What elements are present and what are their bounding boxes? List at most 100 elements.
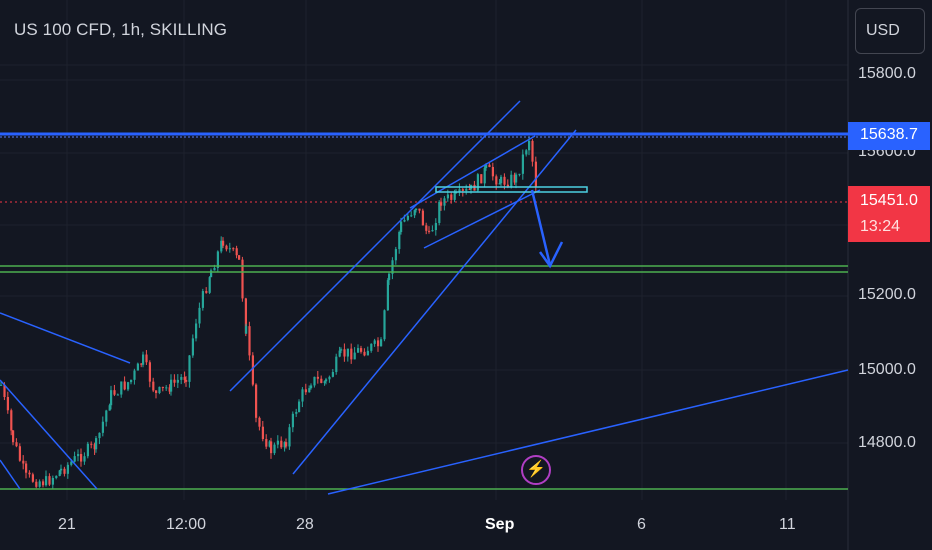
candle-body	[222, 240, 225, 246]
candle-body	[51, 478, 54, 485]
candle-body	[232, 248, 235, 250]
candle-body	[528, 140, 531, 151]
candle-body	[273, 444, 276, 454]
last-price-tag: 15451.0	[848, 186, 930, 214]
trendline-descending-3[interactable]	[0, 459, 21, 490]
candle-body	[148, 362, 151, 382]
candle-body	[425, 225, 428, 231]
candle-body	[258, 417, 261, 427]
candle-body	[525, 150, 528, 155]
candle-body	[388, 273, 391, 281]
candle-body	[145, 354, 148, 363]
candle-body	[6, 396, 9, 411]
candle-body	[310, 385, 313, 389]
candle-body	[165, 387, 168, 389]
candle-body	[235, 248, 238, 256]
candle-body	[60, 468, 63, 471]
candle-body	[360, 348, 363, 352]
candle-body	[335, 356, 338, 373]
candle-body	[35, 481, 38, 487]
candle-body	[373, 340, 376, 344]
candle-body	[400, 221, 403, 233]
candle-body	[413, 210, 416, 216]
projection-arrow[interactable]	[530, 189, 552, 266]
candle-body	[506, 184, 509, 187]
candle-body	[12, 430, 15, 443]
candle-body	[518, 173, 521, 175]
candle-body	[10, 410, 13, 431]
time-label-28: 28	[296, 516, 314, 533]
candle-body	[331, 372, 334, 377]
candle-body	[73, 456, 76, 462]
candle-body	[108, 405, 111, 411]
candle-body	[458, 189, 461, 193]
candle-body	[295, 412, 298, 414]
trendline-descending-2[interactable]	[0, 379, 98, 490]
candle-body	[176, 379, 179, 383]
candle-body	[283, 442, 286, 448]
chart-grid	[0, 0, 849, 550]
candle-body	[105, 410, 108, 422]
lightning-icon[interactable]: ⚡	[521, 455, 551, 485]
candle-body	[38, 481, 41, 487]
drawing-tools-layer[interactable]	[0, 100, 849, 495]
candle-body	[320, 378, 323, 383]
channel-upper-line[interactable]	[229, 100, 521, 392]
candle-body	[285, 442, 288, 447]
candle-body	[446, 194, 449, 199]
candle-body	[394, 249, 397, 261]
wedge-lower-line[interactable]	[423, 189, 541, 249]
candle-body	[198, 307, 201, 324]
candle-body	[418, 208, 421, 211]
horizontal-line-price-tag[interactable]: 15638.7	[848, 122, 930, 150]
time-label-1200: 12:00	[166, 516, 207, 533]
candle-body	[86, 443, 89, 457]
candle-body	[183, 377, 186, 380]
candle-body	[338, 350, 341, 357]
channel-lower-line[interactable]	[292, 129, 577, 475]
candle-body	[58, 470, 61, 476]
candle-body	[377, 340, 380, 347]
consolidation-rectangle[interactable]	[435, 186, 588, 193]
candle-body	[313, 376, 316, 386]
currency-button[interactable]: USD	[855, 8, 925, 54]
candle-body	[205, 291, 208, 293]
candlestick-series	[0, 137, 537, 490]
candle-body	[80, 454, 83, 462]
candle-body	[534, 161, 537, 188]
candle-body	[363, 351, 366, 356]
candle-body	[357, 348, 360, 353]
trendline-descending[interactable]	[0, 312, 131, 364]
candle-body	[185, 379, 188, 382]
candle-body	[380, 339, 383, 347]
trendline-long-ascending[interactable]	[327, 369, 849, 495]
candle-body	[398, 232, 401, 250]
candle-body	[95, 438, 98, 450]
candle-body	[406, 215, 409, 220]
projection-arrowhead	[538, 241, 564, 269]
candle-body	[488, 164, 491, 168]
candle-body	[521, 154, 524, 174]
candle-body	[304, 389, 307, 393]
candle-body	[343, 349, 346, 357]
price-label-15000: 15000.0	[858, 361, 916, 378]
candle-body	[328, 376, 331, 380]
candle-body	[180, 377, 183, 380]
candle-body	[366, 350, 369, 356]
candle-body	[116, 394, 119, 396]
candle-body	[18, 446, 21, 461]
candle-body	[216, 251, 219, 268]
wedge-upper-line[interactable]	[409, 135, 536, 209]
candle-body	[244, 298, 247, 334]
candle-body	[261, 426, 264, 440]
candle-body	[210, 270, 213, 278]
symbol-title[interactable]: US 100 CFD, 1h, SKILLING	[14, 20, 228, 39]
candle-body	[225, 245, 228, 250]
candle-body	[391, 260, 394, 274]
candle-body	[270, 441, 273, 454]
candle-body	[480, 174, 483, 184]
candle-body	[90, 443, 93, 445]
candle-body	[476, 174, 479, 191]
candle-body	[142, 354, 145, 365]
